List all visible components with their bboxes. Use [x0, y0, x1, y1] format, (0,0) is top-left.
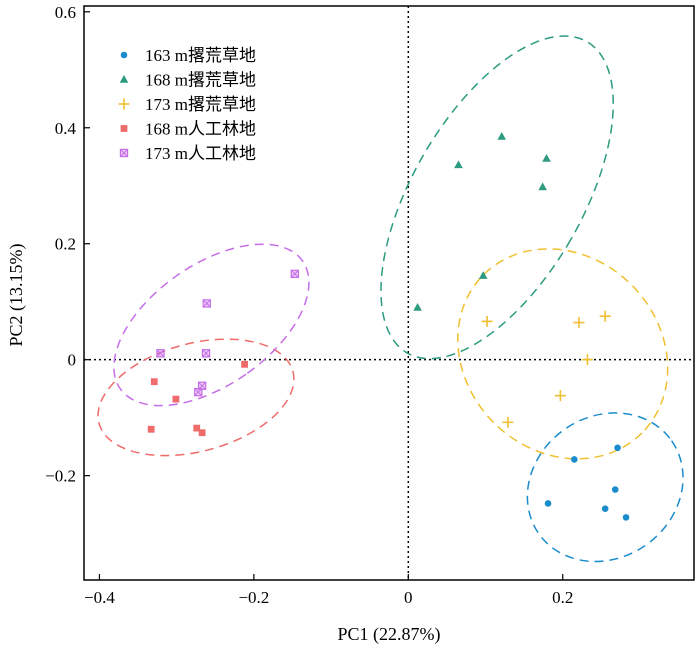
data-point — [622, 514, 630, 521]
legend-marker — [119, 75, 129, 83]
data-point — [554, 390, 566, 402]
data-point — [542, 153, 551, 162]
data-point — [194, 387, 203, 397]
legend-item: 173 m撂荒草地 — [118, 95, 256, 114]
data-point — [290, 269, 299, 279]
legend-item: 168 m人工林地 — [120, 120, 256, 139]
data-point — [478, 271, 488, 279]
y-tick-label: 0 — [68, 351, 77, 370]
data-point — [454, 160, 463, 169]
legend-marker — [120, 51, 128, 59]
data-point — [198, 429, 206, 437]
legend-label: 163 m撂荒草地 — [145, 46, 256, 65]
x-axis-title: PC1 (22.87%) — [338, 624, 441, 645]
legend-item: 168 m撂荒草地 — [119, 71, 256, 90]
x-axis-ticks: −0.4 −0.2 0 0.2 — [84, 574, 573, 607]
y-axis-ticks: −0.2 0 0.2 0.4 0.6 — [45, 3, 90, 486]
data-point — [147, 425, 155, 433]
legend-item: 173 m人工林地 — [119, 144, 256, 163]
data-point — [201, 349, 211, 358]
confidence-ellipse — [113, 243, 310, 407]
data-point — [193, 424, 201, 432]
confidence-ellipse — [380, 35, 614, 360]
y-tick-label: −0.2 — [45, 467, 76, 486]
legend-marker — [118, 98, 130, 110]
y-tick-label: 0.6 — [55, 3, 76, 22]
y-axis-title: PC2 (13.15%) — [6, 243, 27, 346]
y-tick-label: 0.2 — [55, 235, 76, 254]
data-point — [481, 315, 493, 327]
data-point — [599, 310, 611, 322]
data-point — [172, 395, 180, 403]
data-point — [156, 349, 165, 358]
confidence-ellipse — [526, 412, 684, 563]
data-point — [614, 444, 621, 452]
data-point — [150, 378, 158, 386]
legend-label: 173 m人工林地 — [145, 144, 256, 163]
x-tick-label: −0.4 — [84, 588, 115, 607]
data-points — [147, 131, 630, 521]
confidence-ellipse — [457, 248, 669, 460]
data-point — [497, 131, 507, 140]
data-point — [573, 317, 585, 329]
x-tick-label: 0 — [404, 588, 413, 607]
data-point — [502, 416, 514, 428]
data-point — [202, 299, 211, 308]
plot-frame — [83, 5, 695, 581]
data-point — [581, 354, 593, 366]
legend-label: 173 m撂荒草地 — [145, 95, 256, 114]
data-point — [601, 505, 609, 512]
legend-label: 168 m撂荒草地 — [145, 71, 256, 90]
x-tick-label: 0.2 — [552, 588, 573, 607]
data-point — [611, 486, 619, 493]
legend: 163 m撂荒草地 168 m撂荒草地 173 m撂荒草地 168 m人工林地 173 … — [118, 46, 256, 163]
x-tick-label: −0.2 — [238, 588, 269, 607]
reference-lines — [84, 6, 694, 580]
data-point — [413, 302, 422, 311]
data-point — [241, 360, 249, 368]
legend-label: 168 m人工林地 — [145, 120, 256, 139]
data-point — [538, 182, 547, 191]
legend-marker — [120, 125, 128, 132]
data-point — [571, 456, 578, 463]
confidence-ellipse — [97, 338, 295, 457]
legend-marker — [119, 148, 129, 158]
y-tick-label: 0.4 — [55, 119, 77, 138]
legend-item: 163 m撂荒草地 — [120, 46, 256, 65]
data-point — [544, 500, 552, 507]
